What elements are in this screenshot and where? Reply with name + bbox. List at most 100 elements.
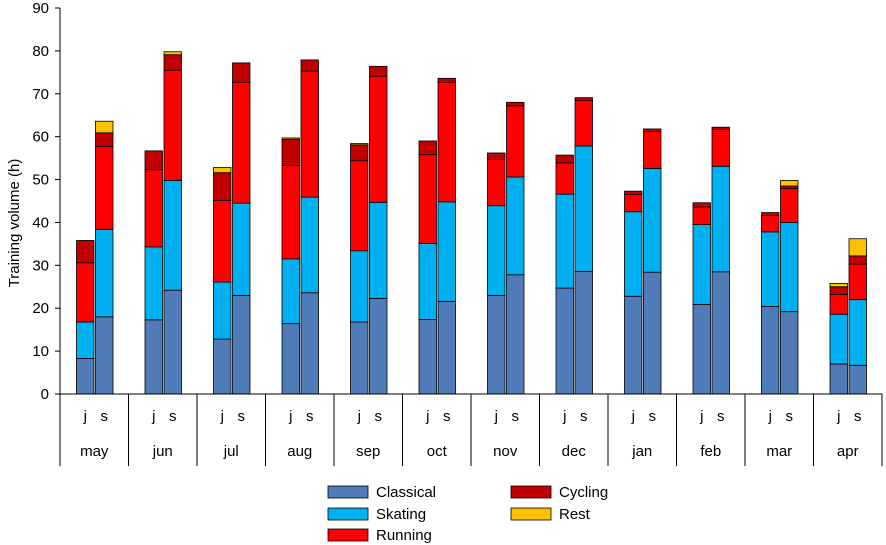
x-month-label-sep: sep	[356, 443, 380, 460]
bar-segment-running-oct-j	[418, 154, 437, 244]
bar-segment-running-nov-s	[506, 105, 525, 178]
bar-segment-cycling-jan-j	[624, 190, 643, 195]
bar-segment-classical-jun-s	[163, 289, 182, 395]
x-month-label-jul: jul	[223, 443, 239, 460]
y-tick-label-0: 0	[41, 386, 49, 403]
bar-segment-rest-mar-s	[780, 180, 799, 187]
bar-segment-running-jun-s	[163, 69, 182, 181]
bar-segment-skating-may-j	[76, 321, 95, 359]
x-month-label-mar: mar	[766, 443, 792, 460]
y-axis-title-group: Training volume (h)	[6, 159, 23, 288]
x-group-label-apr-s: s	[854, 408, 862, 425]
bar-segment-rest-jun-s	[163, 51, 182, 56]
bar-segment-cycling-jun-s	[163, 54, 182, 71]
bar-segment-cycling-sep-j	[350, 144, 369, 162]
bar-segment-running-nov-j	[487, 158, 506, 207]
bar-segment-cycling-dec-j	[555, 154, 574, 164]
y-tick-label-50: 50	[32, 172, 49, 189]
x-group-label-jun-j: j	[151, 408, 155, 425]
bar-segment-skating-feb-j	[692, 224, 711, 305]
bar-segment-running-sep-s	[369, 75, 388, 203]
bar-segment-running-jul-s	[232, 81, 251, 204]
bar-segment-skating-sep-s	[369, 201, 388, 299]
bar-segment-cycling-oct-s	[437, 77, 456, 83]
x-group-label-oct-j: j	[425, 408, 429, 425]
bar-segment-cycling-aug-s	[300, 59, 319, 72]
bar-segment-skating-dec-j	[555, 193, 574, 289]
y-tick-label-80: 80	[32, 43, 49, 60]
bar-segment-classical-may-j	[76, 358, 95, 395]
y-tick-label-90: 90	[32, 0, 49, 17]
bar-segment-classical-jul-j	[213, 338, 232, 395]
bar-segment-cycling-aug-j	[281, 138, 300, 166]
legend-label-classical: Classical	[376, 484, 436, 501]
bar-segment-classical-apr-j	[829, 363, 848, 395]
bar-segment-running-mar-s	[780, 188, 799, 223]
bar-segment-running-jan-s	[643, 131, 662, 169]
x-group-label-mar-s: s	[786, 408, 794, 425]
x-month-label-feb: feb	[700, 443, 721, 460]
x-month-label-nov: nov	[493, 443, 518, 460]
bar-segment-cycling-jun-j	[144, 150, 163, 171]
bar-segment-cycling-apr-s	[848, 255, 867, 265]
bar-segment-classical-feb-j	[692, 303, 711, 395]
y-tick-label-60: 60	[32, 129, 49, 146]
bar-segment-skating-jan-j	[624, 211, 643, 297]
x-group-label-sep-s: s	[375, 408, 383, 425]
bar-segment-running-oct-s	[437, 81, 456, 203]
bar-segment-rest-may-s	[95, 120, 114, 134]
x-group-label-oct-s: s	[443, 408, 451, 425]
bar-segment-cycling-jul-s	[232, 62, 251, 83]
bar-segment-cycling-sep-s	[369, 65, 388, 77]
bar-segment-cycling-feb-j	[692, 202, 711, 208]
bar-segment-cycling-jan-s	[643, 128, 662, 132]
bar-segment-running-aug-s	[300, 70, 319, 198]
bar-segment-running-jan-j	[624, 194, 643, 213]
bar-segment-rest-apr-j	[829, 282, 848, 288]
bar-segment-running-feb-s	[711, 128, 730, 167]
bar-segment-classical-jun-j	[144, 319, 163, 395]
bars-layer	[76, 51, 867, 395]
y-tick-label-20: 20	[32, 300, 49, 317]
bar-segment-classical-jul-s	[232, 294, 251, 395]
x-month-label-may: may	[80, 443, 109, 460]
legend-label-skating: Skating	[376, 506, 426, 523]
legend-label-running: Running	[376, 527, 432, 544]
y-tick-label-40: 40	[32, 214, 49, 231]
bar-segment-running-dec-j	[555, 162, 574, 195]
bar-segment-skating-jan-s	[643, 168, 662, 273]
bar-segment-rest-jul-j	[213, 167, 232, 174]
bar-segment-cycling-oct-j	[418, 140, 437, 156]
bar-segment-skating-aug-s	[300, 196, 319, 294]
x-month-label-dec: dec	[562, 443, 587, 460]
bar-segment-running-may-j	[76, 262, 95, 323]
bar-segment-classical-mar-s	[780, 311, 799, 395]
y-axis-title: Training volume (h)	[6, 159, 23, 288]
x-month-label-aug: aug	[287, 443, 312, 460]
bar-segment-rest-aug-j	[281, 137, 300, 140]
bar-segment-skating-feb-s	[711, 165, 730, 273]
bar-segment-cycling-mar-j	[761, 212, 780, 216]
bar-segment-running-mar-j	[761, 215, 780, 233]
x-month-label-apr: apr	[837, 443, 859, 460]
bar-segment-skating-nov-s	[506, 176, 525, 276]
x-group-label-jul-j: j	[220, 408, 224, 425]
bar-segment-skating-mar-j	[761, 231, 780, 307]
bar-segment-skating-mar-s	[780, 222, 799, 313]
y-tick-label-30: 30	[32, 257, 49, 274]
bar-segment-classical-jan-s	[643, 271, 662, 395]
x-group-label-jan-s: s	[649, 408, 657, 425]
bar-segment-rest-sep-j	[350, 143, 369, 146]
bar-segment-classical-dec-s	[574, 270, 593, 395]
bar-segment-classical-dec-j	[555, 287, 574, 395]
y-tick-label-70: 70	[32, 86, 49, 103]
bar-segment-cycling-dec-s	[574, 97, 593, 102]
bar-segment-rest-apr-s	[848, 238, 867, 257]
bar-segment-skating-jun-j	[144, 246, 163, 321]
bar-segment-classical-apr-s	[848, 364, 867, 395]
legend: Classical Skating Running Cycling Rest	[327, 484, 608, 544]
bar-segment-running-jul-j	[213, 200, 232, 283]
x-group-label-may-j: j	[83, 408, 87, 425]
